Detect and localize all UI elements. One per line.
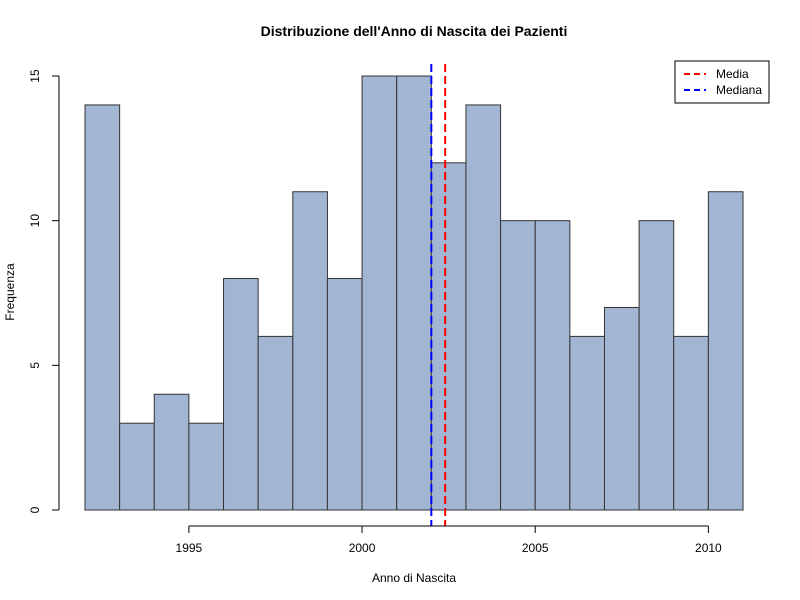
histogram-bar-12 (500, 220, 536, 511)
histogram-bar-16 (638, 220, 675, 511)
y-tick-label-1: 5 (28, 362, 42, 369)
y-tick-label-0: 0 (28, 506, 42, 513)
histogram-bar-1 (119, 422, 155, 511)
histogram-bar-11 (465, 104, 502, 511)
legend: Media Mediana (674, 60, 770, 104)
histogram-bar-7 (326, 278, 363, 511)
legend-box (674, 60, 770, 104)
axes-layer: 1995 2000 2005 2010 0 5 10 15 (28, 69, 722, 555)
x-tick-label-2: 2005 (522, 541, 549, 555)
histogram-bar-15 (603, 306, 640, 511)
y-axis-ticks: 0 5 10 15 (28, 69, 59, 513)
reference-lines-layer (430, 64, 447, 526)
histogram-bar-14 (569, 335, 605, 511)
x-tick-label-1: 2000 (349, 541, 376, 555)
histogram-bar-18 (707, 191, 744, 511)
x-tick-label-0: 1995 (176, 541, 203, 555)
histogram-bar-9 (396, 75, 432, 511)
histogram-bar-17 (673, 335, 709, 511)
x-axis-ticks: 1995 2000 2005 2010 (176, 526, 722, 555)
histogram-bar-3 (188, 422, 225, 511)
legend-mean-label: Media (716, 67, 749, 81)
x-tick-label-3: 2010 (695, 541, 722, 555)
histogram-bar-4 (223, 278, 259, 511)
histogram-bar-10 (430, 162, 467, 511)
y-tick-label-3: 15 (28, 69, 42, 83)
chart-title: Distribuzione dell'Anno di Nascita dei P… (261, 23, 568, 39)
y-axis-label: Frequenza (3, 263, 17, 321)
y-tick-label-2: 10 (28, 214, 42, 228)
histogram-bar-6 (292, 191, 328, 511)
bars-layer (84, 75, 744, 511)
histogram-bar-0 (84, 104, 121, 511)
histogram-bar-13 (534, 220, 571, 511)
histogram-bar-8 (361, 75, 398, 511)
histogram-bar-2 (153, 393, 190, 511)
legend-median-label: Mediana (716, 83, 762, 97)
histogram-bar-5 (257, 335, 294, 511)
x-axis-label: Anno di Nascita (372, 571, 456, 585)
